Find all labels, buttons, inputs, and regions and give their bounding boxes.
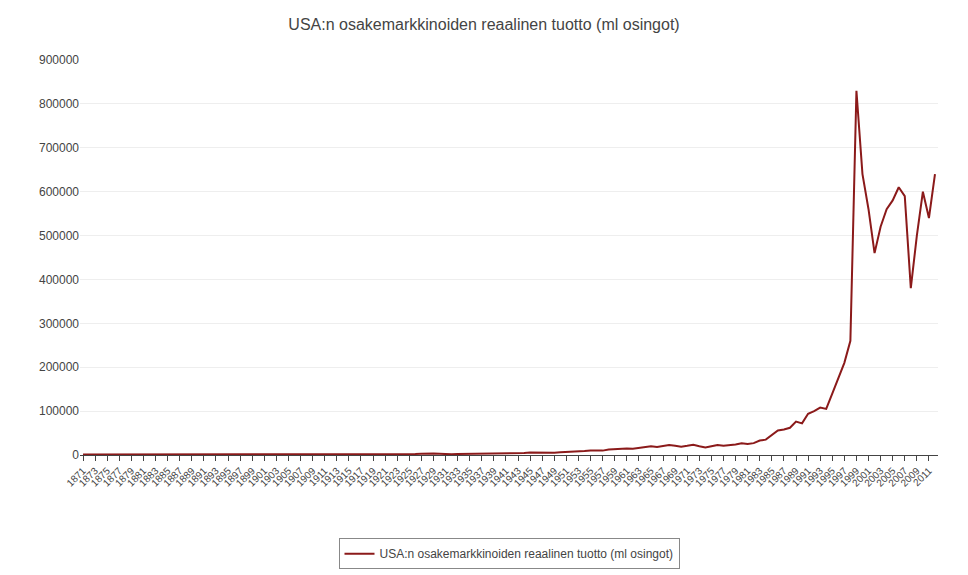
- svg-text:1949: 1949: [536, 465, 560, 489]
- svg-text:1983: 1983: [741, 465, 765, 489]
- svg-text:1903: 1903: [258, 465, 282, 489]
- svg-text:1957: 1957: [584, 465, 608, 489]
- svg-text:1993: 1993: [802, 465, 826, 489]
- svg-text:1931: 1931: [427, 465, 451, 489]
- svg-text:1899: 1899: [234, 465, 258, 489]
- svg-text:1879: 1879: [113, 465, 137, 489]
- svg-text:1907: 1907: [282, 465, 306, 489]
- svg-text:1929: 1929: [415, 465, 439, 489]
- svg-text:1919: 1919: [354, 465, 378, 489]
- svg-text:1877: 1877: [101, 465, 125, 489]
- svg-text:1969: 1969: [657, 465, 681, 489]
- svg-text:1979: 1979: [717, 465, 741, 489]
- svg-text:1985: 1985: [753, 465, 777, 489]
- svg-text:1965: 1965: [632, 465, 656, 489]
- svg-text:800000: 800000: [39, 97, 79, 111]
- svg-text:600000: 600000: [39, 185, 79, 199]
- svg-text:2007: 2007: [886, 465, 910, 489]
- svg-text:1889: 1889: [173, 465, 197, 489]
- svg-text:1945: 1945: [512, 465, 536, 489]
- svg-text:1895: 1895: [209, 465, 233, 489]
- svg-text:USA:n osakemarkkinoiden reaali: USA:n osakemarkkinoiden reaalinen tuotto…: [288, 16, 679, 33]
- svg-text:1963: 1963: [620, 465, 644, 489]
- svg-text:1881: 1881: [125, 465, 149, 489]
- svg-text:2009: 2009: [898, 465, 922, 489]
- svg-text:2001: 2001: [850, 465, 874, 489]
- svg-text:1961: 1961: [608, 465, 632, 489]
- svg-text:1913: 1913: [318, 465, 342, 489]
- svg-text:1933: 1933: [439, 465, 463, 489]
- svg-text:1925: 1925: [391, 465, 415, 489]
- svg-text:1973: 1973: [681, 465, 705, 489]
- svg-text:2003: 2003: [862, 465, 886, 489]
- svg-text:1915: 1915: [330, 465, 354, 489]
- svg-text:1971: 1971: [669, 465, 693, 489]
- svg-text:2005: 2005: [874, 465, 898, 489]
- svg-text:1989: 1989: [777, 465, 801, 489]
- svg-text:1937: 1937: [463, 465, 487, 489]
- svg-text:1921: 1921: [367, 465, 391, 489]
- svg-text:1995: 1995: [814, 465, 838, 489]
- svg-text:1959: 1959: [596, 465, 620, 489]
- svg-text:1967: 1967: [645, 465, 669, 489]
- svg-text:1893: 1893: [197, 465, 221, 489]
- svg-text:1991: 1991: [790, 465, 814, 489]
- svg-text:1875: 1875: [89, 465, 113, 489]
- svg-text:1987: 1987: [765, 465, 789, 489]
- svg-text:1953: 1953: [560, 465, 584, 489]
- svg-text:1943: 1943: [499, 465, 523, 489]
- svg-text:1909: 1909: [294, 465, 318, 489]
- svg-text:1901: 1901: [246, 465, 270, 489]
- svg-text:1999: 1999: [838, 465, 862, 489]
- svg-text:500000: 500000: [39, 229, 79, 243]
- svg-text:1977: 1977: [705, 465, 729, 489]
- svg-text:1873: 1873: [77, 465, 101, 489]
- svg-text:1887: 1887: [161, 465, 185, 489]
- svg-text:USA:n osakemarkkinoiden reaali: USA:n osakemarkkinoiden reaalinen tuotto…: [380, 547, 673, 561]
- svg-text:1939: 1939: [475, 465, 499, 489]
- svg-text:400000: 400000: [39, 273, 79, 287]
- svg-text:1935: 1935: [451, 465, 475, 489]
- svg-text:200000: 200000: [39, 360, 79, 374]
- svg-text:1885: 1885: [149, 465, 173, 489]
- svg-text:700000: 700000: [39, 141, 79, 155]
- svg-text:1927: 1927: [403, 465, 427, 489]
- svg-text:1981: 1981: [729, 465, 753, 489]
- svg-text:1883: 1883: [137, 465, 161, 489]
- svg-text:1905: 1905: [270, 465, 294, 489]
- svg-text:1897: 1897: [222, 465, 246, 489]
- svg-text:1941: 1941: [487, 465, 511, 489]
- svg-text:1923: 1923: [379, 465, 403, 489]
- svg-text:1997: 1997: [826, 465, 850, 489]
- svg-text:100000: 100000: [39, 404, 79, 418]
- svg-text:1955: 1955: [572, 465, 596, 489]
- svg-text:1891: 1891: [185, 465, 209, 489]
- svg-text:1911: 1911: [307, 465, 330, 488]
- svg-text:1947: 1947: [524, 465, 548, 489]
- svg-text:1917: 1917: [342, 465, 366, 489]
- svg-text:2011: 2011: [911, 465, 934, 488]
- svg-text:900000: 900000: [39, 53, 79, 67]
- svg-text:0: 0: [72, 448, 79, 462]
- svg-text:1871: 1871: [64, 465, 88, 489]
- svg-text:300000: 300000: [39, 317, 79, 331]
- svg-text:1951: 1951: [548, 465, 572, 489]
- svg-text:1975: 1975: [693, 465, 717, 489]
